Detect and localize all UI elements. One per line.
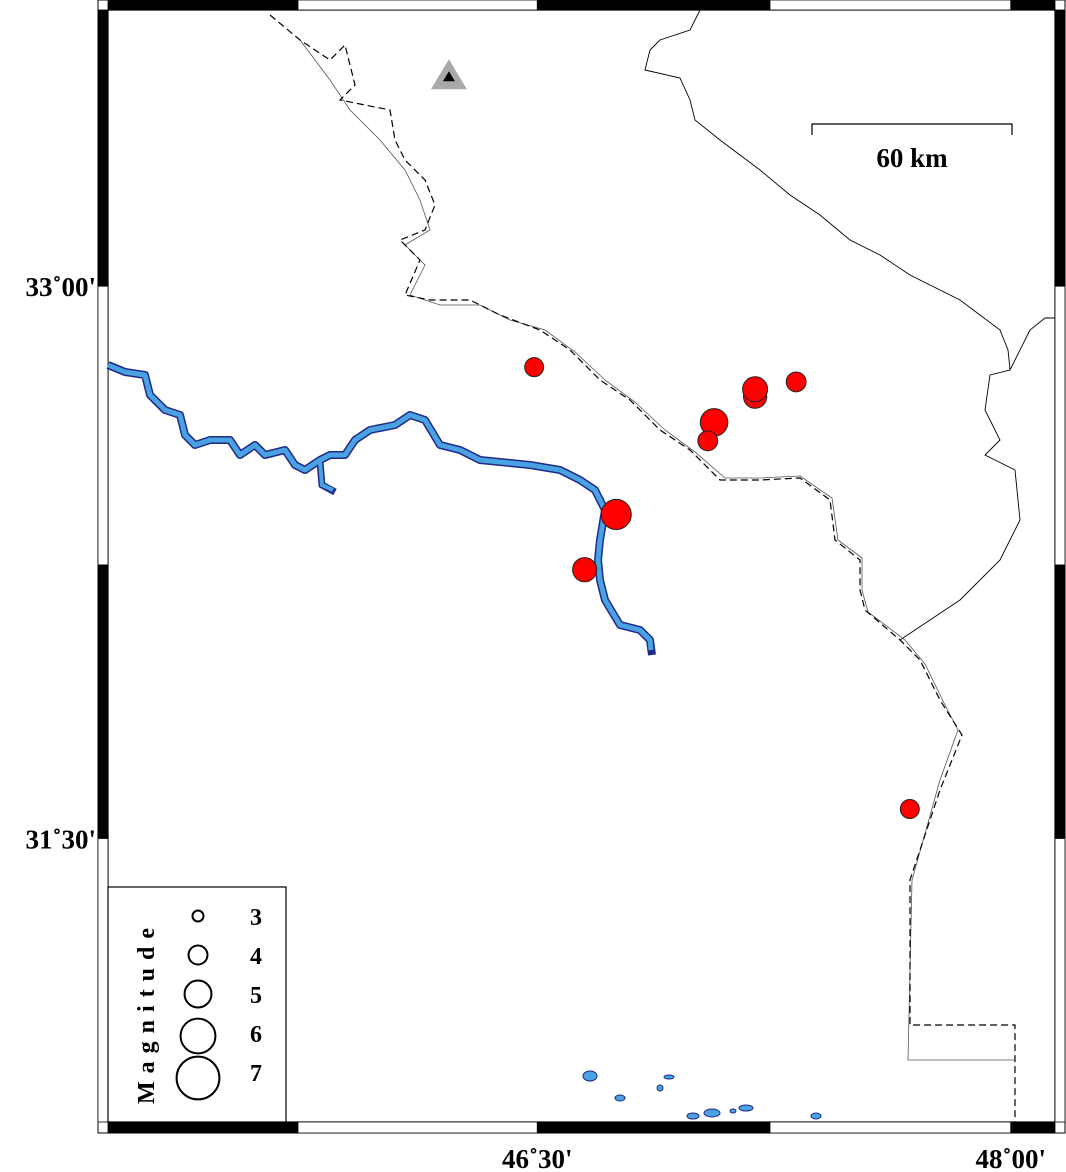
frame-segment [97, 9, 109, 287]
frame-segment [1054, 564, 1066, 839]
frame-segment [1054, 285, 1066, 566]
legend-circle [175, 1055, 221, 1101]
station-center-icon [442, 71, 455, 82]
legend-label: 6 [250, 1022, 262, 1048]
frame-segment [769, 1121, 1012, 1134]
coast-line [299, 39, 1015, 1061]
legend-label: 4 [250, 944, 262, 970]
tick-labels: 46˚30' 48˚00' 33˚00' 31˚30' [26, 272, 1047, 1172]
province-boundary [1009, 317, 1055, 371]
earthquake-event [899, 799, 920, 820]
frame-segment [297, 1121, 538, 1134]
legend-circle [191, 909, 205, 923]
legend-label: 5 [250, 983, 262, 1009]
lat-tick-label: 31˚30' [26, 824, 97, 854]
legend-circle [179, 1017, 217, 1055]
earthquake-event [742, 376, 769, 403]
international-border [269, 14, 1016, 1122]
frame-segment [769, 0, 1012, 11]
frame-segment [1054, 838, 1066, 1123]
legend-title: Magnitude [134, 920, 160, 1104]
frame-segment [107, 0, 299, 11]
earthquake-event [785, 371, 807, 393]
river [106, 361, 656, 656]
lon-tick-label: 46˚30' [502, 1144, 573, 1172]
legend-circle [183, 979, 213, 1009]
legend-circle [187, 944, 209, 966]
earthquake-event [524, 357, 545, 378]
frame-segment [97, 564, 109, 839]
frame-segment [536, 0, 771, 11]
legend-label: 3 [250, 905, 262, 931]
lon-tick-label: 48˚00' [976, 1144, 1047, 1172]
frame-segment [107, 1121, 299, 1134]
lat-tick-label: 33˚00' [26, 272, 97, 302]
scale-bar-label: 60 km [876, 143, 948, 173]
water-bodies [582, 1070, 822, 1120]
earthquake-event [572, 557, 598, 583]
frame-segment [97, 838, 109, 1123]
frame-segment [1010, 1121, 1056, 1134]
province-boundary [644, 49, 1021, 641]
earthquake-event [697, 430, 719, 452]
scale-bar: 60 km [811, 123, 1013, 173]
events-layer [524, 357, 920, 820]
frame-segment [536, 1121, 771, 1134]
frame-segment [1010, 0, 1056, 11]
legend-label: 7 [250, 1061, 262, 1087]
frame-segment [1054, 9, 1066, 287]
frame-segment [297, 0, 538, 11]
legend: Magnitude 3 4 5 6 7 [107, 886, 287, 1123]
frame-segment [97, 285, 109, 566]
earthquake-event [600, 498, 632, 531]
station-layer [430, 59, 467, 90]
province-boundary [649, 4, 721, 51]
